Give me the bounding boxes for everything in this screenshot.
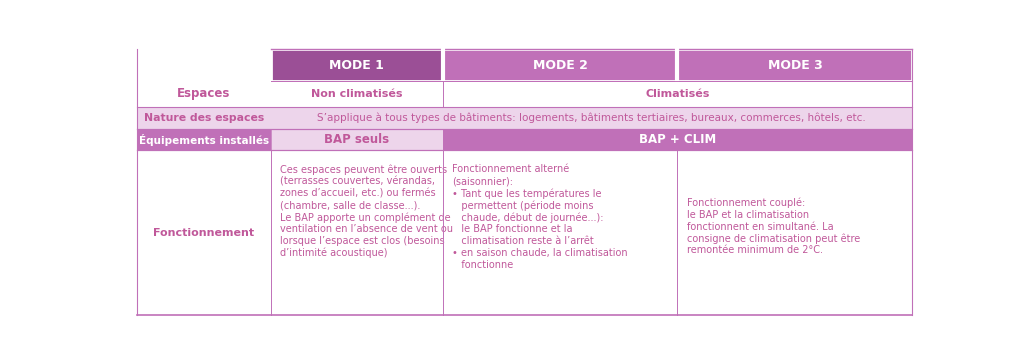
Text: d’intimité acoustique): d’intimité acoustique) bbox=[280, 248, 387, 258]
Bar bbox=[270, 129, 442, 151]
Text: (chambre, salle de classe...).: (chambre, salle de classe...). bbox=[280, 200, 420, 210]
Text: MODE 2: MODE 2 bbox=[532, 58, 588, 71]
Text: fonctionnent en simultané. La: fonctionnent en simultané. La bbox=[687, 222, 834, 231]
Text: Climatisés: Climatisés bbox=[645, 89, 710, 99]
Text: Nature des espaces: Nature des espaces bbox=[143, 113, 264, 123]
Text: zones d’accueil, etc.) ou fermés: zones d’accueil, etc.) ou fermés bbox=[280, 188, 435, 198]
Bar bbox=[137, 129, 270, 151]
Text: MODE 3: MODE 3 bbox=[768, 58, 822, 71]
Text: consigne de climatisation peut être: consigne de climatisation peut être bbox=[687, 234, 860, 244]
Text: BAP + CLIM: BAP + CLIM bbox=[639, 133, 716, 146]
Bar bbox=[442, 81, 912, 107]
Text: S’applique à tous types de bâtiments: logements, bâtiments tertiaires, bureaux, : S’applique à tous types de bâtiments: lo… bbox=[317, 113, 866, 123]
Text: BAP seuls: BAP seuls bbox=[324, 133, 389, 146]
Text: Le BAP apporte un complément de: Le BAP apporte un complément de bbox=[280, 212, 451, 222]
Bar bbox=[270, 81, 442, 107]
Bar bbox=[137, 107, 270, 129]
Bar bbox=[137, 81, 270, 107]
Bar bbox=[137, 151, 912, 315]
Text: Ces espaces peuvent être ouverts: Ces espaces peuvent être ouverts bbox=[280, 164, 447, 175]
Text: Équipements installés: Équipements installés bbox=[139, 134, 269, 145]
Text: • en saison chaude, la climatisation: • en saison chaude, la climatisation bbox=[452, 248, 628, 258]
Bar bbox=[442, 49, 678, 81]
Text: Fonctionnement couplé:: Fonctionnement couplé: bbox=[687, 198, 805, 208]
Bar bbox=[137, 49, 270, 81]
Text: lorsque l’espace est clos (besoins: lorsque l’espace est clos (besoins bbox=[280, 236, 444, 246]
Bar bbox=[270, 49, 442, 81]
Text: Fonctionnement alterné: Fonctionnement alterné bbox=[452, 164, 569, 174]
Bar bbox=[270, 107, 912, 129]
Text: fonctionne: fonctionne bbox=[452, 260, 513, 270]
Text: permettent (période moins: permettent (période moins bbox=[452, 200, 594, 210]
Text: (terrasses couvertes, vérandas,: (terrasses couvertes, vérandas, bbox=[280, 176, 435, 186]
Text: MODE 1: MODE 1 bbox=[329, 58, 384, 71]
Text: le BAP et la climatisation: le BAP et la climatisation bbox=[687, 210, 809, 219]
Bar bbox=[678, 49, 912, 81]
Text: Non climatisés: Non climatisés bbox=[311, 89, 402, 99]
Text: Fonctionnement: Fonctionnement bbox=[154, 228, 255, 238]
Text: • Tant que les températures le: • Tant que les températures le bbox=[452, 188, 601, 199]
Text: le BAP fonctionne et la: le BAP fonctionne et la bbox=[452, 224, 572, 234]
Text: remontée minimum de 2°C.: remontée minimum de 2°C. bbox=[687, 245, 822, 256]
Text: (saisonnier):: (saisonnier): bbox=[452, 176, 513, 186]
Text: climatisation reste à l’arrêt: climatisation reste à l’arrêt bbox=[452, 236, 594, 246]
Bar bbox=[442, 129, 912, 151]
Text: Espaces: Espaces bbox=[177, 87, 230, 100]
Text: chaude, début de journée...):: chaude, début de journée...): bbox=[452, 212, 603, 222]
Text: ventilation en l’absence de vent ou: ventilation en l’absence de vent ou bbox=[280, 224, 453, 234]
